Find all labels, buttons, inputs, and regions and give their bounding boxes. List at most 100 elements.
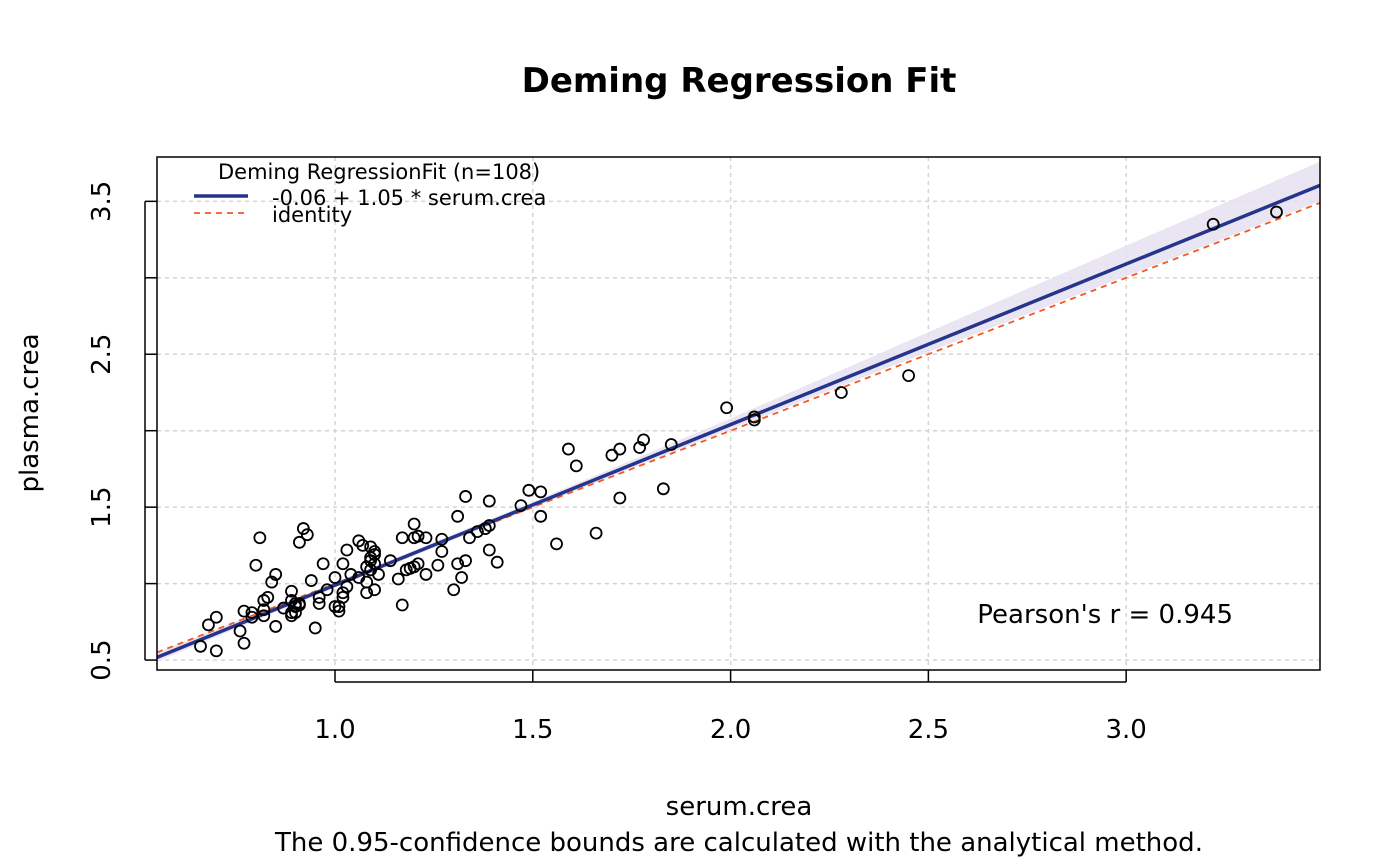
data-point (637, 433, 650, 447)
data-point (447, 583, 461, 597)
data-point (237, 604, 251, 618)
x-tick-label: 2.0 (710, 715, 751, 745)
data-point (463, 531, 476, 545)
data-point (451, 557, 465, 571)
data-point (720, 401, 734, 415)
regression-lines (156, 183, 1321, 660)
data-point (431, 558, 445, 572)
data-point (834, 386, 848, 399)
y-axis-label: plasma.crea (15, 333, 45, 492)
data-point (257, 609, 271, 623)
data-point (613, 442, 627, 456)
data-point (490, 555, 504, 569)
data-point (459, 554, 472, 568)
data-point (514, 499, 528, 513)
data-point (368, 583, 381, 597)
data-point (300, 528, 314, 542)
data-point (1270, 205, 1283, 219)
data-point (249, 558, 263, 572)
y-tick-label: 3.5 (87, 181, 117, 222)
data-point (569, 459, 583, 473)
data-point (304, 574, 318, 587)
y-axis: 0.5 1.5 2.5 3.5 (87, 181, 157, 681)
data-point (257, 603, 271, 617)
data-point (320, 583, 334, 597)
legend-label-identity: identity (272, 203, 352, 227)
data-point (656, 482, 670, 496)
data-point (308, 621, 322, 635)
data-point (340, 543, 354, 557)
legend: Deming RegressionFit (n=108) -0.06 + 1.0… (194, 160, 546, 227)
data-point (534, 485, 548, 499)
data-point (482, 519, 496, 532)
data-point (209, 644, 223, 658)
data-point (332, 600, 346, 613)
pearson-annotation: Pearson's r = 0.945 (977, 600, 1233, 630)
data-point (233, 624, 247, 638)
x-tick-label: 1.0 (314, 715, 355, 745)
plot-frame (156, 156, 1321, 671)
data-point (360, 586, 374, 600)
data-point (391, 572, 405, 586)
data-point (664, 438, 678, 451)
data-point (411, 557, 425, 571)
data-point (293, 535, 306, 549)
data-point (194, 639, 207, 653)
data-points (194, 205, 1283, 658)
data-point (633, 441, 647, 454)
data-point (459, 490, 472, 503)
x-axis-label: serum.crea (666, 792, 813, 822)
data-point (435, 545, 449, 558)
data-point (613, 491, 627, 505)
data-point (482, 494, 496, 508)
data-point (902, 369, 915, 383)
data-point (245, 606, 259, 620)
regression-line (156, 183, 1321, 660)
data-point (269, 620, 283, 633)
data-point (328, 600, 342, 613)
data-point (253, 531, 267, 545)
legend-title: Deming RegressionFit (n=108) (218, 160, 540, 184)
data-point (1206, 217, 1220, 231)
data-point (534, 509, 548, 523)
chart-subtitle: The 0.95-confidence bounds are calculate… (274, 828, 1203, 858)
y-tick-label: 2.5 (87, 334, 117, 375)
legend-label-fit: -0.06 + 1.05 * serum.crea (272, 186, 546, 210)
x-tick-label: 3.0 (1105, 715, 1146, 745)
y-tick-label: 0.5 (87, 639, 117, 680)
identity-line (156, 202, 1321, 654)
data-point (209, 610, 223, 624)
data-point (471, 525, 484, 539)
data-point (285, 584, 298, 598)
data-point (383, 554, 397, 568)
data-point (522, 483, 536, 497)
data-point (482, 543, 496, 557)
data-point (372, 568, 385, 581)
data-point (340, 580, 354, 594)
chart-title: Deming Regression Fit (522, 61, 957, 101)
data-point (368, 557, 381, 571)
data-point (395, 598, 409, 612)
data-point (550, 537, 563, 551)
data-point (316, 557, 330, 571)
data-point (605, 448, 619, 462)
data-point (245, 610, 259, 624)
data-point (261, 590, 275, 604)
data-point (747, 413, 761, 427)
data-point (368, 545, 381, 558)
data-point (407, 517, 421, 531)
data-point (435, 532, 449, 546)
data-point (269, 568, 283, 581)
data-point (395, 531, 409, 545)
data-point (328, 571, 342, 584)
data-point (293, 597, 306, 610)
data-point (451, 509, 465, 523)
x-tick-label: 1.5 (512, 715, 553, 745)
x-tick-label: 2.5 (908, 715, 949, 745)
data-point (336, 557, 350, 571)
data-point (312, 597, 326, 610)
data-point (265, 575, 279, 589)
y-tick-label: 1.5 (87, 486, 117, 527)
data-point (589, 526, 603, 540)
data-point (455, 571, 468, 584)
